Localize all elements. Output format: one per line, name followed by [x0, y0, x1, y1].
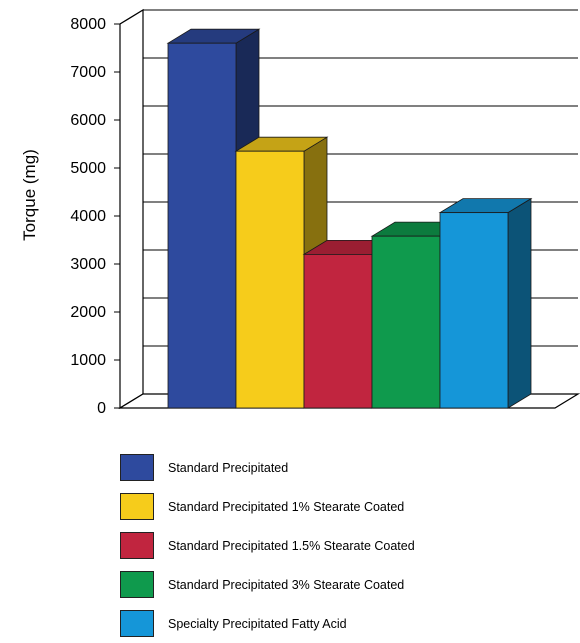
- bar-front: [167, 42, 237, 409]
- bar-5: [438, 197, 533, 409]
- y-tick-label: 0: [97, 400, 106, 417]
- y-axis-ticks: 0 1000 2000 3000 4000 5000 6000 7000 8000: [70, 16, 120, 417]
- y-tick-label: 6000: [70, 112, 106, 129]
- legend-item: Standard Precipitated: [120, 448, 560, 487]
- bar-front: [439, 212, 509, 409]
- legend-label: Standard Precipitated 3% Stearate Coated: [168, 577, 405, 592]
- legend-label: Specialty Precipitated Fatty Acid: [168, 616, 347, 631]
- legend: Standard Precipitated Standard Precipitat…: [120, 448, 560, 643]
- legend-item: Specialty Precipitated Fatty Acid: [120, 604, 560, 643]
- bar-side: [507, 197, 532, 409]
- legend-label: Standard Precipitated 1% Stearate Coated: [168, 499, 405, 514]
- y-axis-label: Torque (mg): [20, 149, 39, 241]
- bar-front: [371, 235, 441, 409]
- legend-swatch: [120, 493, 154, 520]
- legend-label: Standard Precipitated: [168, 460, 289, 475]
- legend-item: Standard Precipitated 1% Stearate Coated: [120, 487, 560, 526]
- y-tick-label: 5000: [70, 160, 106, 177]
- legend-swatch: [120, 610, 154, 637]
- y-tick-label: 4000: [70, 208, 106, 225]
- legend-swatch: [120, 454, 154, 481]
- legend-swatch: [120, 571, 154, 598]
- legend-swatch: [120, 532, 154, 559]
- y-tick-label: 8000: [70, 16, 106, 33]
- y-tick-label: 1000: [70, 352, 106, 369]
- legend-item: Standard Precipitated 3% Stearate Coated: [120, 565, 560, 604]
- y-tick-label: 3000: [70, 256, 106, 273]
- bar-front: [303, 253, 373, 409]
- y-tick-label: 7000: [70, 64, 106, 81]
- y-tick-label: 2000: [70, 304, 106, 321]
- legend-item: Standard Precipitated 1.5% Stearate Coat…: [120, 526, 560, 565]
- bar-front: [235, 150, 305, 409]
- left-wall: [119, 8, 144, 410]
- bars: [166, 28, 533, 409]
- legend-label: Standard Precipitated 1.5% Stearate Coat…: [168, 538, 415, 553]
